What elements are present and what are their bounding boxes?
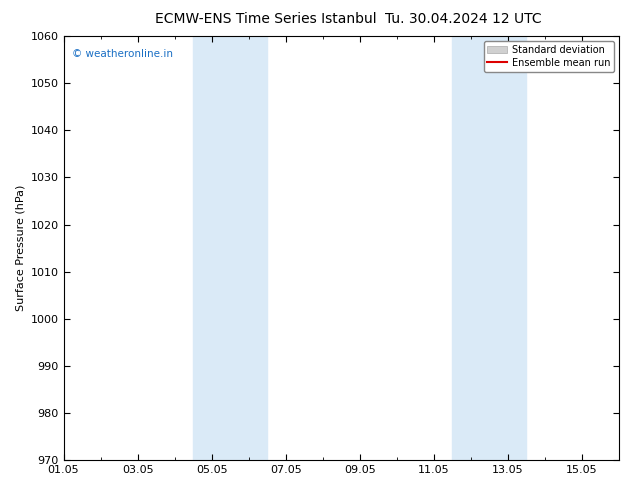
Bar [453, 36, 526, 460]
Text: Tu. 30.04.2024 12 UTC: Tu. 30.04.2024 12 UTC [384, 12, 541, 26]
Legend: Standard deviation, Ensemble mean run: Standard deviation, Ensemble mean run [484, 41, 614, 72]
Text: © weatheronline.in: © weatheronline.in [72, 49, 173, 59]
Y-axis label: Surface Pressure (hPa): Surface Pressure (hPa) [15, 185, 25, 311]
Bar [193, 36, 267, 460]
Text: ECMW-ENS Time Series Istanbul: ECMW-ENS Time Series Istanbul [155, 12, 377, 26]
